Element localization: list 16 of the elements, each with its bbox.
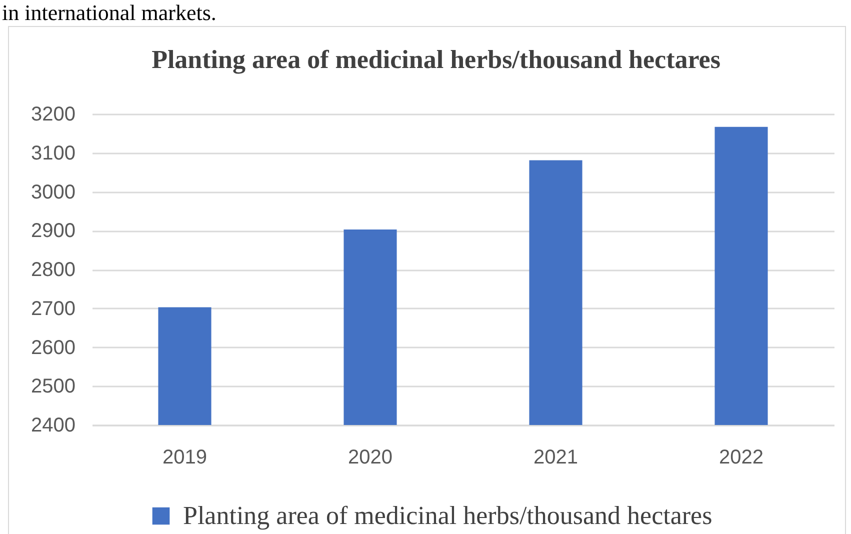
y-tick-label: 2800 <box>31 259 76 281</box>
y-tick-label: 2500 <box>31 376 76 398</box>
chart-title: Planting area of medicinal herbs/thousand hectares <box>152 45 720 74</box>
legend-label: Planting area of medicinal herbs/thousand hectares <box>183 501 712 530</box>
y-tick-label: 3000 <box>31 181 76 204</box>
y-tick-label: 3200 <box>31 104 76 126</box>
x-tick-label: 2019 <box>162 446 207 468</box>
y-tick-label: 2700 <box>31 298 76 320</box>
x-tick-label: 2021 <box>534 446 578 468</box>
y-tick-label: 2400 <box>31 414 76 436</box>
y-tick-label: 2600 <box>31 336 76 359</box>
x-tick-label: 2022 <box>719 446 764 468</box>
y-tick-label: 3100 <box>31 142 76 164</box>
x-tick-label: 2020 <box>348 446 392 468</box>
y-tick-label: 2900 <box>31 220 76 242</box>
text: in international markets. <box>2 0 216 25</box>
